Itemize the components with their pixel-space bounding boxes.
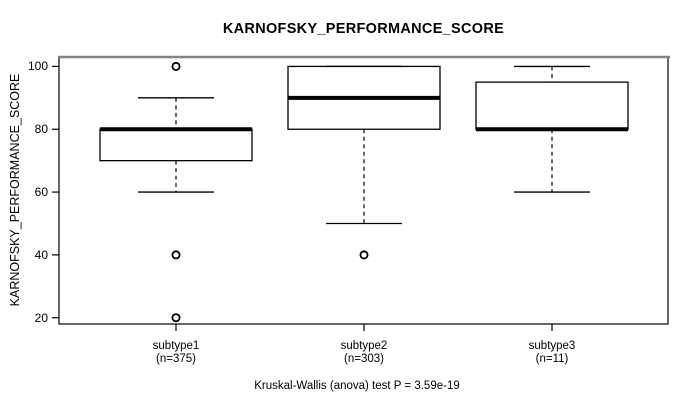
outlier-point <box>171 61 181 71</box>
iqr-box <box>99 128 253 162</box>
x-group-label: subtype3 <box>528 340 576 352</box>
outlier-point <box>359 250 369 260</box>
y-tick-label: 60 <box>34 185 48 199</box>
outlier-point <box>171 313 181 323</box>
stats-caption: Kruskal-Wallis (anova) test P = 3.59e-19 <box>254 380 460 392</box>
x-group-sublabel: (n=11) <box>535 353 569 365</box>
y-tick-label: 80 <box>34 122 48 136</box>
x-group-sublabel: (n=375) <box>156 353 196 365</box>
x-group-label: subtype1 <box>152 340 200 352</box>
y-tick-label: 20 <box>34 311 48 325</box>
iqr-box <box>475 81 629 130</box>
chart-title: KARNOFSKY_PERFORMANCE_SCORE <box>222 21 505 37</box>
x-group-sublabel: (n=303) <box>344 353 384 365</box>
x-group-label: subtype2 <box>340 340 388 352</box>
y-tick-label: 100 <box>27 59 48 73</box>
y-tick-label: 40 <box>34 248 48 262</box>
outlier-point <box>171 250 181 260</box>
